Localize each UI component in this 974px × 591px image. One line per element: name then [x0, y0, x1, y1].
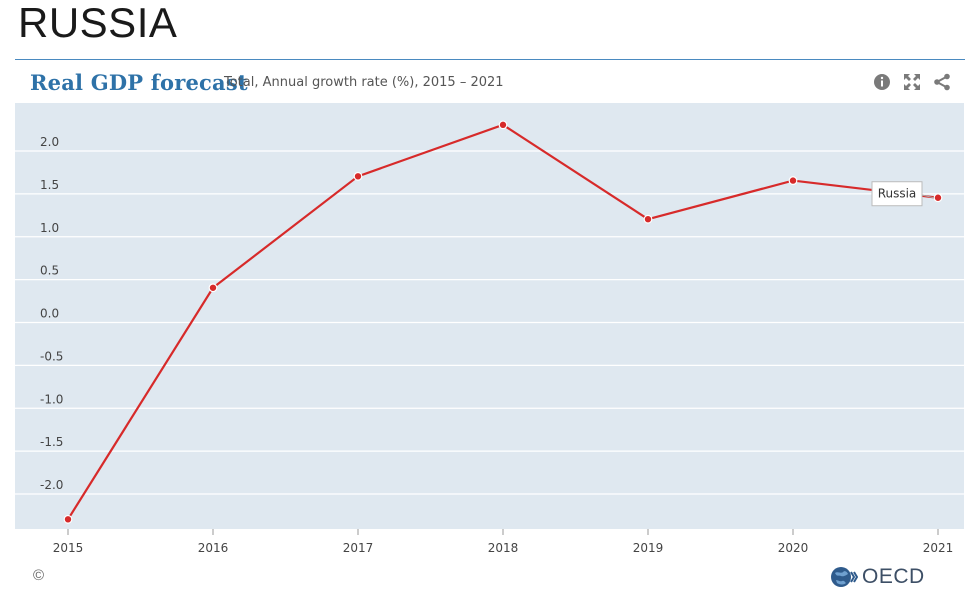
x-tick-label: 2018 — [488, 541, 519, 555]
label-box — [871, 181, 923, 207]
series-russia — [63, 120, 943, 524]
y-tick-label: 2.0 — [40, 135, 59, 149]
y-axis-ticks: 2.0 1.5 1.0 0.5 0.0 -0.5 -1.0 -1.5 -2.0 — [40, 135, 63, 492]
x-tick-label: 2019 — [633, 541, 664, 555]
x-tick-label: 2020 — [778, 541, 809, 555]
data-point — [353, 171, 363, 181]
gridlines — [15, 150, 964, 495]
y-tick-label: -2.0 — [40, 478, 63, 492]
header-divider — [15, 59, 965, 60]
data-point — [208, 283, 218, 293]
country-title: RUSSIA — [18, 0, 178, 46]
x-axis-ticks: 2015 2016 2017 2018 2019 2020 2021 — [53, 529, 954, 555]
x-tick-label: 2016 — [198, 541, 229, 555]
chart-toolbar — [872, 72, 952, 92]
y-tick-label: 0.0 — [40, 307, 59, 321]
data-point — [643, 214, 653, 224]
data-point — [788, 176, 798, 185]
data-point — [63, 514, 73, 524]
y-tick-label: 1.5 — [40, 178, 59, 192]
info-icon[interactable] — [872, 72, 892, 92]
y-tick-label: 1.0 — [40, 221, 59, 235]
data-point — [933, 193, 943, 203]
y-tick-label: -1.5 — [40, 435, 63, 449]
x-tick-label: 2021 — [923, 541, 954, 555]
share-icon[interactable] — [932, 72, 952, 92]
x-tick-label: 2017 — [343, 541, 374, 555]
chart-subtitle: Total, Annual growth rate (%), 2015 – 20… — [224, 75, 504, 90]
plot-area — [15, 103, 964, 529]
y-tick-label: -1.0 — [40, 392, 63, 406]
y-tick-label: -0.5 — [40, 349, 63, 363]
x-tick-label: 2015 — [53, 541, 84, 555]
oecd-logo-text: OECD — [862, 565, 925, 588]
oecd-logo[interactable]: OECD — [830, 564, 925, 590]
series-label-text: Russia — [878, 187, 917, 201]
y-tick-label: 0.5 — [40, 264, 59, 278]
chart-title: Real GDP forecast — [30, 70, 248, 95]
data-point — [498, 120, 508, 130]
expand-icon[interactable] — [902, 72, 922, 92]
globe-icon — [831, 567, 858, 587]
series-label: Russia — [871, 181, 935, 207]
copyright-symbol: © — [33, 567, 45, 584]
